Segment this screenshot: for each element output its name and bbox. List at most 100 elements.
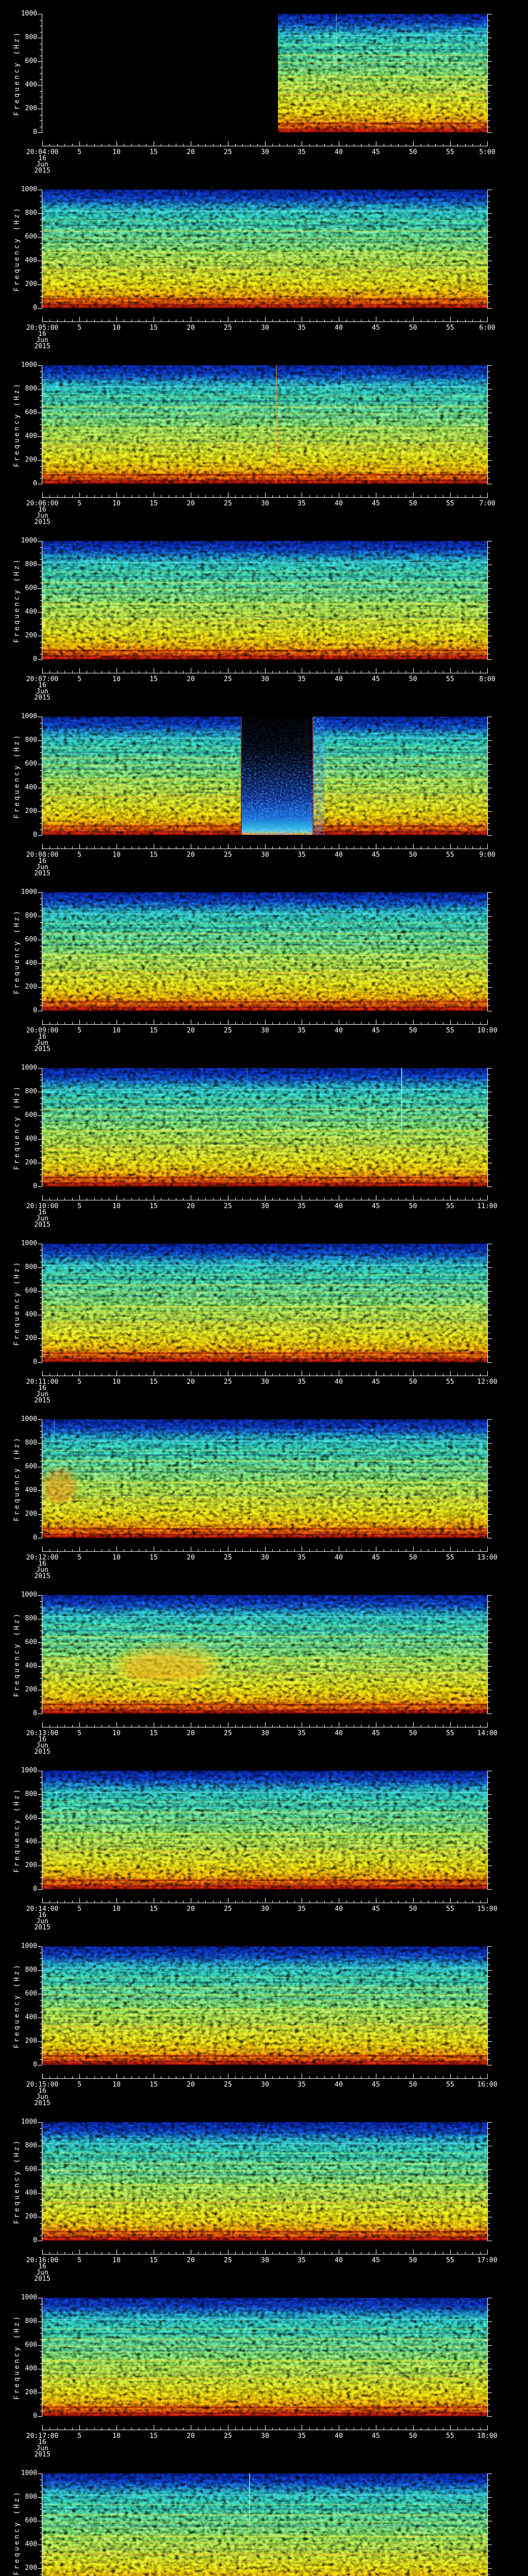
x-tick-label: 5	[77, 2081, 81, 2089]
date-year-label: 2015	[34, 1572, 51, 1580]
x-tick	[487, 1898, 488, 1903]
y-tick-label: 800	[25, 1615, 37, 1622]
x-tick	[457, 1198, 458, 1200]
date-month-label: Jun	[36, 1039, 48, 1047]
y-tick-left	[38, 308, 42, 309]
y-tick-label: 0	[33, 1358, 37, 1366]
x-tick	[279, 1549, 280, 1551]
x-tick	[346, 2428, 347, 2430]
x-tick-label: 25	[224, 675, 232, 683]
y-tick-left	[40, 91, 42, 92]
x-tick-label: 55	[446, 324, 454, 332]
energy-patch	[116, 1645, 221, 1683]
y-tick-right	[488, 85, 492, 86]
y-tick-right	[488, 1812, 490, 1813]
y-tick-right	[488, 1514, 492, 1515]
y-tick-left	[40, 2503, 42, 2504]
y-tick-right	[488, 1889, 492, 1890]
y-tick-left	[38, 963, 42, 964]
x-tick	[435, 1901, 436, 1903]
x-tick	[265, 2425, 266, 2430]
x-tick	[198, 671, 199, 673]
x-tick	[94, 495, 95, 497]
y-tick-right	[488, 436, 492, 437]
x-tick	[487, 1371, 488, 1376]
y-tick-left	[40, 1672, 42, 1673]
y-axis-line-right	[487, 1244, 488, 1363]
date-month-label: Jun	[36, 336, 48, 344]
x-tick-label: 10	[112, 148, 121, 156]
x-tick	[72, 1549, 73, 1551]
y-tick-left	[40, 904, 42, 905]
x-tick-label: 55	[446, 1202, 454, 1210]
x-tick	[279, 495, 280, 497]
y-tick-label: 600	[25, 2165, 37, 2173]
x-tick-label: 50	[409, 1202, 417, 1210]
y-tick-right	[488, 975, 490, 976]
x-tick	[346, 1549, 347, 1551]
x-tick	[198, 2428, 199, 2430]
date-month-label: Jun	[36, 1918, 48, 1925]
y-tick-label: 800	[25, 2317, 37, 2325]
y-tick-right	[488, 1285, 490, 1286]
x-tick-label: 35	[298, 2257, 306, 2264]
x-tick	[457, 1725, 458, 1727]
x-tick	[272, 1725, 273, 1727]
x-tick-label: 25	[224, 2257, 232, 2264]
x-tick	[131, 1374, 132, 1376]
y-tick-right	[488, 1127, 490, 1128]
x-end-time-label: 13:00	[477, 1554, 498, 1562]
x-tick	[472, 144, 473, 146]
y-tick-label: 800	[25, 1439, 37, 1447]
y-tick-right	[488, 2473, 492, 2474]
y-tick-label: 0	[33, 128, 37, 136]
y-tick-right	[488, 1157, 490, 1158]
vertical-transient	[249, 2521, 251, 2563]
x-tick	[257, 1374, 258, 1376]
x-tick-label: 30	[261, 1378, 269, 1386]
x-tick	[42, 2249, 43, 2254]
y-tick-left	[38, 132, 42, 133]
y-tick-left	[38, 460, 42, 461]
y-tick-right	[488, 910, 490, 911]
x-tick	[465, 846, 466, 849]
y-tick-left	[40, 630, 42, 631]
y-tick-left	[40, 600, 42, 601]
y-tick-right	[488, 823, 490, 824]
y-tick-right	[488, 1068, 492, 1069]
x-tick	[472, 1901, 473, 1903]
x-tick	[272, 319, 273, 321]
y-tick-label: 1000	[21, 2118, 37, 2126]
x-tick	[242, 144, 243, 146]
y-tick-right	[488, 1502, 490, 1503]
x-tick	[272, 1198, 273, 1200]
x-tick-label: 20	[187, 1202, 195, 1210]
y-tick-left	[40, 2211, 42, 2212]
x-tick	[250, 1901, 251, 1903]
y-tick-left	[40, 2556, 42, 2557]
y-tick-left	[40, 758, 42, 759]
x-tick	[472, 1549, 473, 1551]
y-tick-right	[488, 284, 492, 285]
y-tick-label: 800	[25, 561, 37, 568]
y-tick-left	[40, 547, 42, 548]
x-tick	[324, 1549, 325, 1551]
y-tick-right	[488, 922, 490, 923]
y-tick-right	[488, 1877, 490, 1878]
x-tick	[183, 144, 184, 146]
x-tick-label: 30	[261, 2432, 269, 2440]
y-tick-label: 800	[25, 385, 37, 393]
x-tick	[413, 2249, 414, 2254]
x-tick	[57, 1725, 58, 1727]
y-tick-left	[38, 61, 42, 62]
y-tick-left	[40, 2140, 42, 2141]
y-tick-label: 400	[25, 2540, 37, 2548]
y-axis-title: Frequency (Hz)	[13, 382, 21, 467]
x-start-time-label: 20:12:00	[26, 1554, 59, 1562]
x-tick-label: 30	[261, 1905, 269, 1913]
x-tick	[272, 2428, 273, 2430]
y-tick-left	[38, 2473, 42, 2474]
spectrogram-panel-12: Frequency (Hz) 20:15:00 16 Jun 2015 16:0…	[0, 1933, 528, 2108]
y-tick-right	[488, 132, 492, 133]
x-tick-label: 5	[77, 675, 81, 683]
